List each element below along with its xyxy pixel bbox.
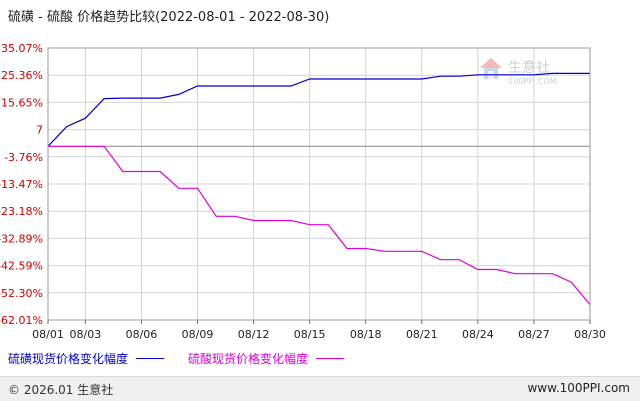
legend-label-series2: 硫酸现货价格变化幅度 <box>188 352 309 366</box>
x-tick-label: 08/30 <box>574 328 606 341</box>
series-line-2 <box>48 145 591 305</box>
legend-item-series2: 硫酸现货价格变化幅度 <box>188 350 345 367</box>
x-tick-label: 08/24 <box>462 328 494 341</box>
footer: © 2026.01 生意社 www.100PPI.com <box>0 376 640 401</box>
y-tick-label: -23.18% <box>0 205 43 218</box>
x-tick-label: 08/27 <box>518 328 550 341</box>
legend-swatch-series2 <box>316 358 345 359</box>
series-layer <box>47 72 591 305</box>
y-tick-label: 7 <box>36 124 43 137</box>
legend-swatch-series1 <box>136 358 165 359</box>
x-tick-label: 08/01 <box>32 328 64 341</box>
y-tick-label: -52.30% <box>0 287 43 300</box>
y-tick-label: -3.76% <box>4 151 43 164</box>
x-tick-label: 08/15 <box>294 328 326 341</box>
legend: 硫磺现货价格变化幅度 硫酸现货价格变化幅度 <box>8 350 368 367</box>
x-tick-label: 08/09 <box>182 328 214 341</box>
legend-item-series1: 硫磺现货价格变化幅度 <box>8 350 165 367</box>
plot-border <box>47 47 591 321</box>
y-tick-label: -32.89% <box>0 232 43 245</box>
logo-icon <box>480 58 502 79</box>
axis-layer: 35.07% 25.36% 15.65% 7 -3.76% -13.47% -23.18% -… <box>0 42 606 341</box>
series-line-1 <box>47 72 590 147</box>
y-tick-label: -62.01% <box>0 314 43 327</box>
chart-title: 硫磺 - 硫酸 价格趋势比较(2022-08-01 - 2022-08-30) <box>8 10 330 25</box>
site-link[interactable]: www.100PPI.com <box>527 381 630 395</box>
watermark-name: 生意社 <box>508 59 550 76</box>
x-tick-label: 08/21 <box>406 328 438 341</box>
grid-layer <box>47 47 591 321</box>
legend-label-series1: 硫磺现货价格变化幅度 <box>8 352 129 366</box>
watermark-url: 100PPI.COM <box>508 77 557 86</box>
y-tick-label: 35.07% <box>1 42 43 55</box>
y-tick-label: 25.36% <box>1 69 43 82</box>
y-tick-label: 15.65% <box>1 96 43 109</box>
y-tick-label: -13.47% <box>0 178 43 191</box>
x-tick-label: 08/12 <box>238 328 270 341</box>
watermark-logo: 生意社 100PPI.COM <box>480 58 557 86</box>
x-tick-label: 08/18 <box>350 328 382 341</box>
y-tick-label: -42.59% <box>0 260 43 273</box>
x-tick-label: 08/03 <box>70 328 102 341</box>
copyright-text: © 2026.01 生意社 <box>8 383 114 397</box>
x-tick-label: 08/06 <box>126 328 158 341</box>
